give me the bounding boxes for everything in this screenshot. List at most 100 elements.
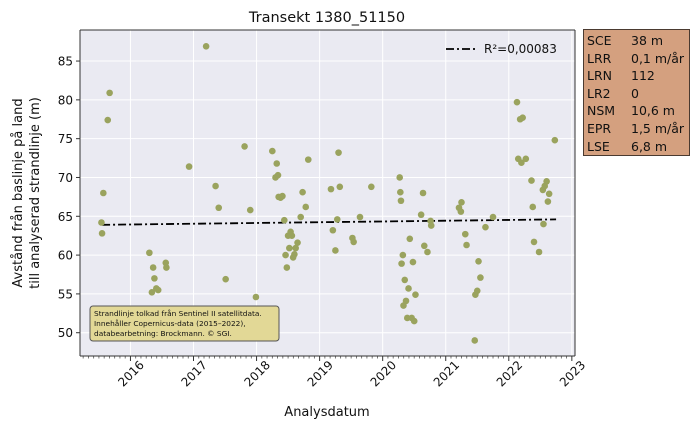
data-point	[148, 289, 156, 296]
y-tick-label: 85	[58, 55, 73, 69]
annotation-box	[89, 305, 280, 342]
data-point	[292, 244, 299, 252]
data-point	[327, 185, 335, 193]
data-point	[522, 155, 530, 163]
data-point	[202, 43, 210, 50]
data-point	[519, 114, 526, 122]
data-point	[294, 239, 301, 246]
data-point	[149, 264, 157, 271]
data-point	[146, 249, 153, 257]
stat-key: SCE	[587, 33, 612, 48]
data-point	[535, 248, 543, 256]
y-tick-label: 60	[58, 249, 73, 263]
data-point	[350, 238, 357, 246]
stat-row-sce: SCE 38 m	[587, 32, 689, 50]
stat-value: 0	[631, 85, 639, 101]
data-point	[457, 208, 465, 215]
data-point	[100, 189, 107, 197]
data-point	[406, 235, 414, 243]
stat-row-epr: EPR 1,5 m/år	[587, 120, 689, 138]
data-point	[336, 183, 344, 191]
x-tick-label: 2020	[368, 358, 399, 389]
data-point	[518, 159, 525, 167]
data-point	[396, 174, 404, 181]
data-point	[151, 275, 158, 282]
annotation-line-2: Innehåller Copernicus-data (2015–2022),	[94, 319, 246, 328]
data-source-annotation: Strandlinje tolkad från Sentinel II sate…	[89, 305, 280, 342]
data-point	[397, 188, 404, 196]
data-point	[419, 189, 427, 197]
stat-row-lrr: LRR 0,1 m/år	[587, 50, 689, 68]
stat-value: 112	[631, 68, 655, 84]
stat-key: LRN	[587, 68, 612, 84]
stat-value: 6,8 m	[631, 138, 668, 154]
y-tick-label: 65	[58, 210, 73, 224]
data-point	[409, 258, 417, 266]
data-point	[106, 89, 113, 97]
data-point	[356, 213, 364, 221]
data-point	[528, 177, 535, 184]
data-point	[399, 251, 407, 259]
data-point	[291, 251, 298, 258]
y-axis-label-line-2: till analyserad strandlinje (m)	[28, 97, 43, 289]
x-tick-label: 2019	[305, 358, 336, 389]
data-point	[544, 198, 552, 205]
stat-key: LRR	[587, 50, 612, 66]
stat-row-nsm: NSM 10,6 m	[587, 102, 689, 120]
data-point	[297, 213, 305, 221]
data-point	[458, 199, 465, 206]
data-point	[540, 220, 547, 228]
data-point	[185, 163, 193, 170]
data-point	[473, 287, 481, 295]
data-point	[304, 156, 312, 163]
data-point	[274, 171, 282, 179]
y-tick-label: 70	[58, 171, 73, 185]
data-point	[163, 264, 170, 271]
x-tick-label: 2016	[115, 358, 146, 389]
data-point	[402, 297, 410, 305]
y-tick-label: 55	[58, 287, 73, 301]
annotation-line-3: databearbetning: Brockmann. © SGI.	[94, 329, 232, 338]
data-point	[302, 203, 310, 211]
data-point	[410, 317, 418, 325]
x-tick-label: 2022	[494, 358, 525, 389]
x-tick-label: 2018	[242, 358, 273, 389]
x-tick-label: 2017	[178, 358, 209, 389]
data-point	[246, 206, 254, 214]
data-point	[417, 211, 425, 219]
stat-value: 10,6 m	[631, 103, 675, 119]
stat-key: LR2	[587, 85, 611, 101]
stat-key: NSM	[587, 103, 616, 119]
data-point	[489, 213, 497, 221]
data-point	[477, 274, 484, 281]
data-point	[281, 216, 288, 224]
scatter-points	[98, 43, 559, 344]
data-point	[212, 182, 219, 190]
data-point	[475, 258, 482, 265]
stat-row-lrn: LRN 112	[587, 67, 689, 85]
data-point	[98, 219, 105, 226]
grid-lines	[80, 30, 575, 356]
stat-key: LSE	[587, 138, 610, 154]
data-point	[463, 241, 470, 249]
legend: R²=0,00083	[446, 42, 557, 56]
data-point	[551, 136, 559, 144]
data-point	[405, 285, 412, 292]
data-point	[545, 190, 553, 198]
data-point	[530, 238, 538, 246]
x-tick-label: 2023	[557, 358, 588, 389]
stat-value: 0,1 m/år	[631, 50, 685, 66]
stat-key: EPR	[587, 120, 612, 136]
data-point	[461, 230, 469, 238]
stat-row-lse: LSE 6,8 m	[587, 138, 689, 156]
data-point	[401, 276, 409, 284]
data-point	[420, 242, 428, 250]
data-point	[222, 275, 229, 283]
data-point	[332, 247, 339, 254]
data-point	[335, 149, 342, 156]
data-point	[398, 260, 405, 267]
data-point	[241, 143, 248, 150]
data-point	[513, 98, 521, 106]
annotation-line-1: Strandlinje tolkad från Sentinel II sate…	[94, 309, 262, 318]
